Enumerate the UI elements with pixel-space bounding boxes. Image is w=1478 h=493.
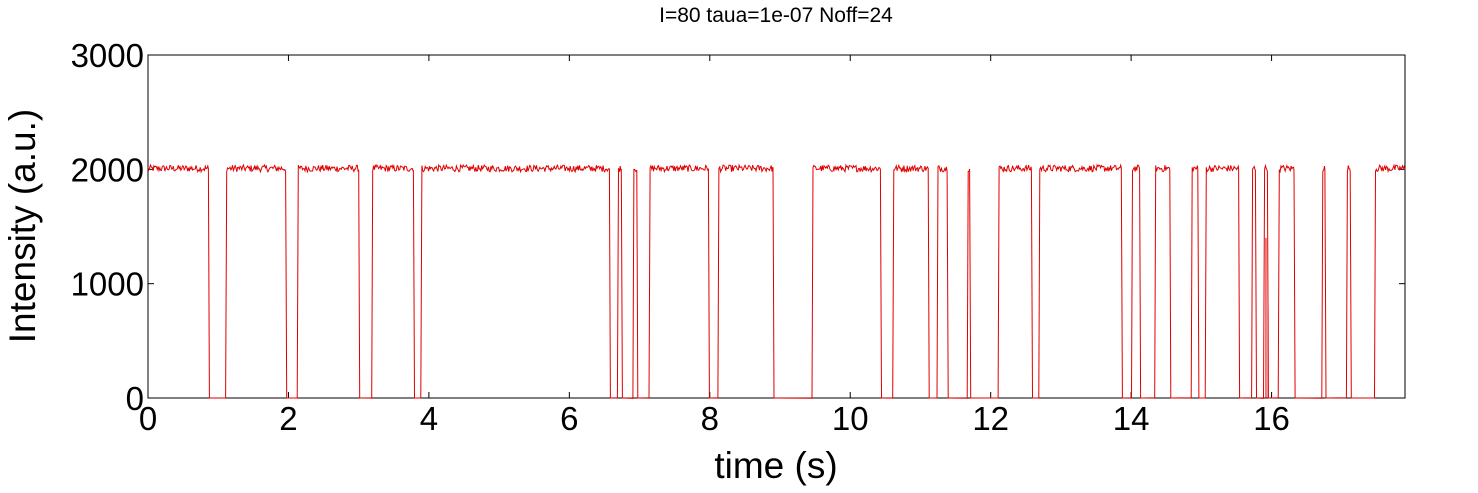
x-tick-label: 8 <box>701 400 719 437</box>
y-tick-label: 0 <box>126 380 144 417</box>
x-tick-label: 14 <box>1113 400 1150 437</box>
x-tick-label: 16 <box>1253 400 1290 437</box>
x-tick-label: 4 <box>420 400 438 437</box>
y-axis-label: Intensity (a.u.) <box>2 109 43 343</box>
y-tick-label: 2000 <box>71 151 144 188</box>
x-tick-label: 6 <box>560 400 578 437</box>
plot-area: 0 2 4 6 8 10 12 14 16 0 1000 2000 3000 <box>71 37 1406 437</box>
chart-title: I=80 taua=1e-07 Noff=24 <box>659 4 893 27</box>
x-axis-label: time (s) <box>714 445 837 486</box>
y-tick-label: 3000 <box>71 37 144 74</box>
axes-box <box>147 54 1406 399</box>
x-tick-label: 10 <box>832 400 869 437</box>
x-tick-label: 12 <box>972 400 1009 437</box>
series-0-line <box>147 163 1406 399</box>
y-tick-label: 1000 <box>71 266 144 303</box>
x-tick-label: 0 <box>139 400 157 437</box>
x-tick-label: 2 <box>279 400 297 437</box>
